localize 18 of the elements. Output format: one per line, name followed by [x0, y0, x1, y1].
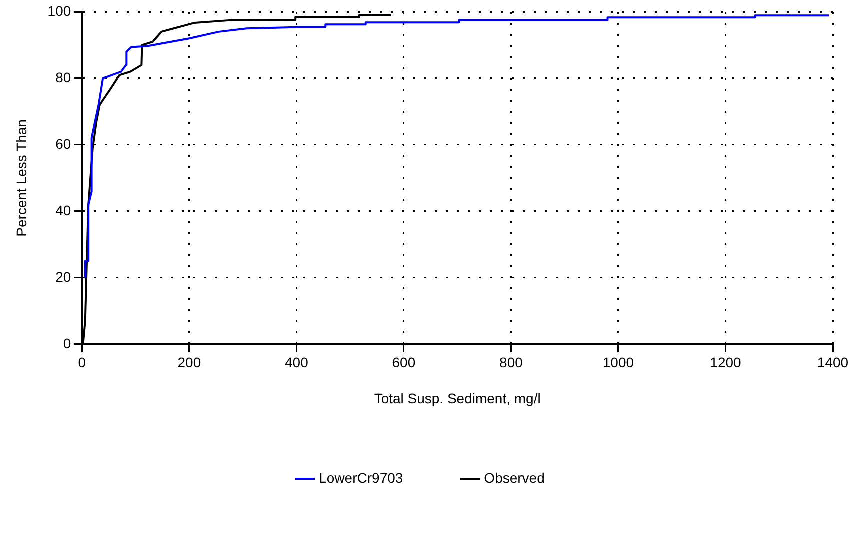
- x-tick-label: 800: [500, 354, 524, 371]
- y-axis-title: Percent Less Than: [13, 120, 30, 237]
- x-tick-label: 1000: [602, 354, 634, 371]
- y-tick-label: 60: [56, 136, 72, 152]
- x-tick-label: 0: [78, 354, 86, 371]
- legend-label: LowerCr9703: [319, 470, 404, 486]
- legend-label: Observed: [484, 470, 545, 486]
- y-tick-label: 100: [48, 2, 72, 19]
- x-tick-label: 400: [285, 354, 309, 371]
- y-tick-label: 0: [63, 335, 72, 352]
- y-tick-label: 80: [56, 69, 72, 86]
- x-axis-title: Total Susp. Sediment, mg/l: [374, 390, 541, 406]
- y-tick-label: 40: [56, 202, 72, 218]
- x-tick-label: 1400: [817, 354, 849, 371]
- x-tick-label: 600: [392, 354, 416, 371]
- y-tick-label: 20: [56, 268, 72, 285]
- x-tick-label: 1200: [710, 354, 742, 371]
- x-tick-label: 200: [178, 354, 202, 371]
